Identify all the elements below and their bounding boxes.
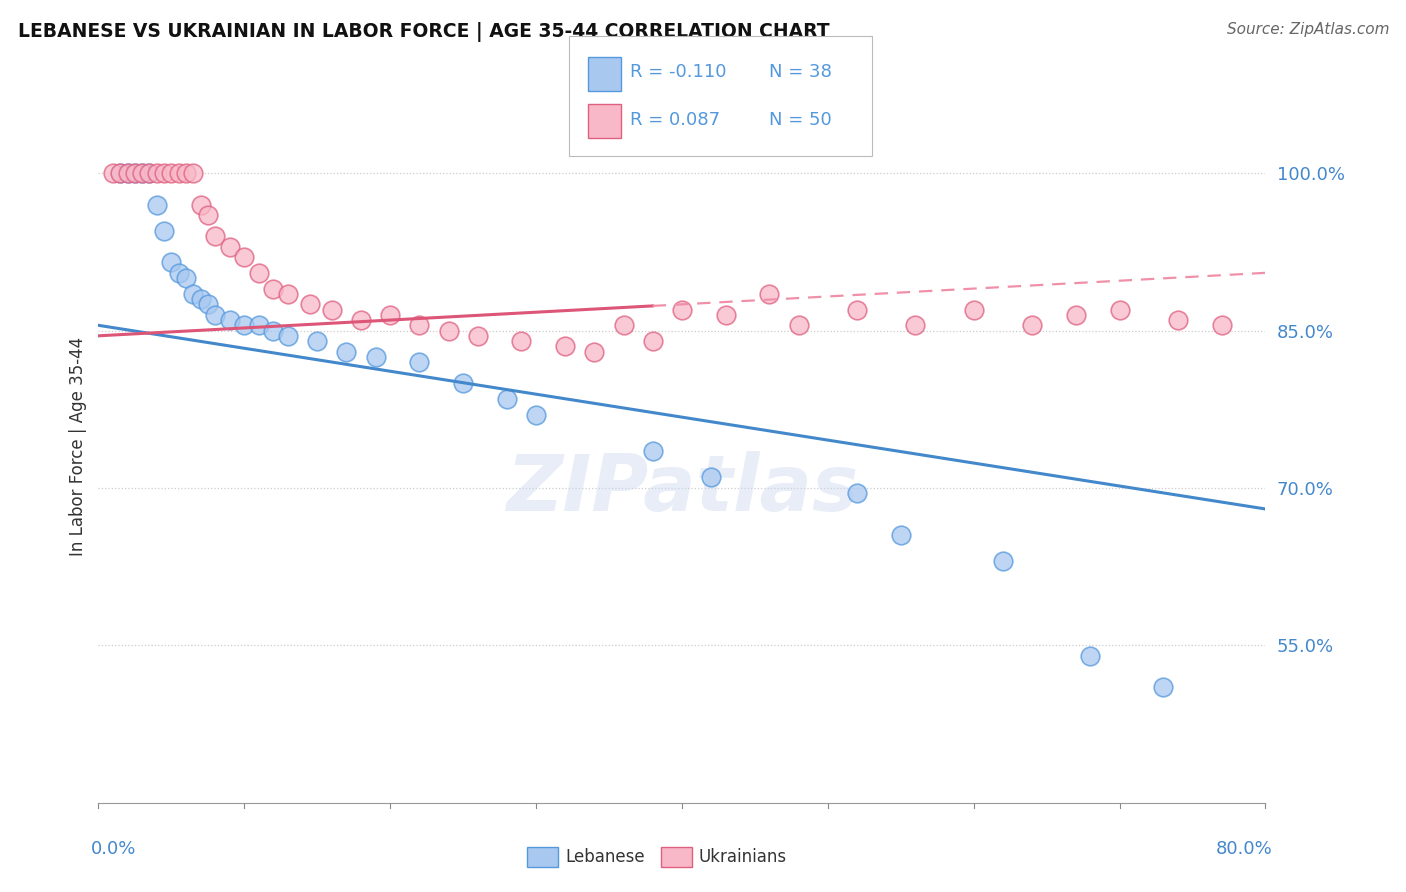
Point bbox=[991, 554, 1014, 568]
Point bbox=[233, 250, 256, 264]
Point bbox=[153, 166, 176, 180]
Point bbox=[233, 318, 256, 333]
Point bbox=[641, 444, 664, 458]
Text: R = -0.110: R = -0.110 bbox=[630, 63, 727, 81]
Point bbox=[510, 334, 533, 348]
Point bbox=[146, 197, 169, 211]
Point bbox=[167, 266, 190, 280]
Point bbox=[117, 166, 139, 180]
Point bbox=[153, 224, 176, 238]
Point bbox=[101, 166, 124, 180]
Point bbox=[787, 318, 810, 333]
Point bbox=[1080, 648, 1102, 663]
Point bbox=[714, 308, 737, 322]
Point bbox=[247, 318, 270, 333]
Point bbox=[1064, 308, 1087, 322]
Text: 0.0%: 0.0% bbox=[91, 839, 136, 857]
Point bbox=[138, 166, 160, 180]
Point bbox=[554, 339, 576, 353]
Point bbox=[700, 470, 723, 484]
Point bbox=[124, 166, 146, 180]
Point bbox=[846, 302, 869, 317]
Point bbox=[1152, 681, 1174, 695]
Point bbox=[904, 318, 927, 333]
Point bbox=[131, 166, 153, 180]
Point bbox=[962, 302, 984, 317]
Text: Source: ZipAtlas.com: Source: ZipAtlas.com bbox=[1226, 22, 1389, 37]
Point bbox=[110, 166, 132, 180]
Point bbox=[117, 166, 139, 180]
Point bbox=[110, 166, 132, 180]
Point bbox=[451, 376, 474, 390]
Point bbox=[671, 302, 693, 317]
Point bbox=[197, 208, 219, 222]
Point bbox=[204, 308, 226, 322]
Point bbox=[160, 166, 183, 180]
Point bbox=[204, 229, 226, 244]
Point bbox=[174, 271, 197, 285]
Point bbox=[408, 355, 430, 369]
Point bbox=[1211, 318, 1233, 333]
Point bbox=[181, 286, 204, 301]
Point bbox=[174, 166, 197, 180]
Point bbox=[467, 328, 489, 343]
Point bbox=[321, 302, 343, 317]
Text: LEBANESE VS UKRAINIAN IN LABOR FORCE | AGE 35-44 CORRELATION CHART: LEBANESE VS UKRAINIAN IN LABOR FORCE | A… bbox=[18, 22, 830, 42]
Point bbox=[218, 313, 240, 327]
Point bbox=[1167, 313, 1189, 327]
Point bbox=[641, 334, 664, 348]
Point bbox=[583, 344, 606, 359]
Point bbox=[277, 286, 299, 301]
Text: 80.0%: 80.0% bbox=[1216, 839, 1272, 857]
Point bbox=[380, 308, 402, 322]
Text: Lebanese: Lebanese bbox=[565, 848, 645, 866]
Point bbox=[758, 286, 780, 301]
Point bbox=[1021, 318, 1043, 333]
Text: Ukrainians: Ukrainians bbox=[699, 848, 787, 866]
Point bbox=[218, 239, 240, 253]
Point bbox=[364, 350, 387, 364]
Point bbox=[124, 166, 146, 180]
Point bbox=[350, 313, 373, 327]
Point bbox=[160, 255, 183, 269]
Point bbox=[197, 297, 219, 311]
Point bbox=[846, 486, 869, 500]
Point bbox=[277, 328, 299, 343]
Point bbox=[263, 324, 285, 338]
Point bbox=[138, 166, 160, 180]
Text: ZIPatlas: ZIPatlas bbox=[506, 450, 858, 527]
Point bbox=[437, 324, 460, 338]
Text: R = 0.087: R = 0.087 bbox=[630, 111, 720, 128]
Point bbox=[190, 292, 212, 306]
Point bbox=[190, 197, 212, 211]
Point bbox=[146, 166, 169, 180]
Point bbox=[307, 334, 329, 348]
Point bbox=[247, 266, 270, 280]
Point bbox=[890, 528, 912, 542]
Point bbox=[181, 166, 204, 180]
Point bbox=[131, 166, 153, 180]
Point bbox=[335, 344, 357, 359]
Point bbox=[408, 318, 430, 333]
Point bbox=[298, 297, 321, 311]
Y-axis label: In Labor Force | Age 35-44: In Labor Force | Age 35-44 bbox=[69, 336, 87, 556]
Point bbox=[524, 408, 547, 422]
Point bbox=[496, 392, 519, 406]
Point bbox=[613, 318, 636, 333]
Point bbox=[167, 166, 190, 180]
Text: N = 50: N = 50 bbox=[769, 111, 832, 128]
Point bbox=[1108, 302, 1130, 317]
Point bbox=[263, 282, 285, 296]
Text: N = 38: N = 38 bbox=[769, 63, 832, 81]
